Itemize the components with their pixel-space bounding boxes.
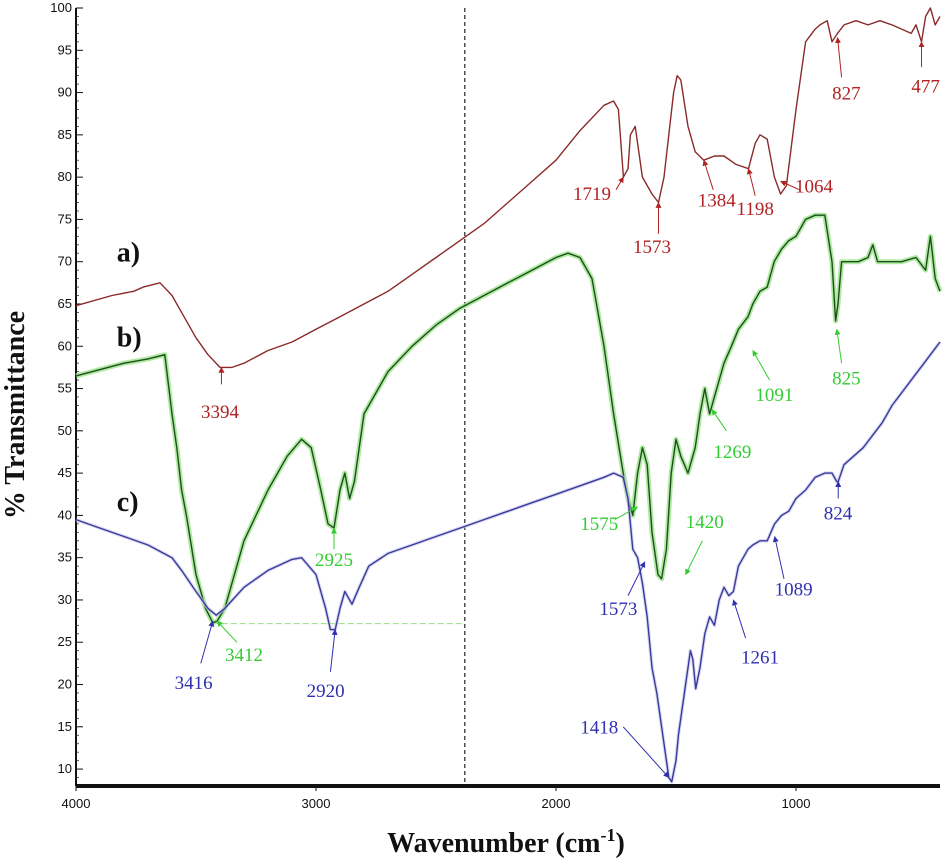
annotation-arrow-1384 bbox=[702, 159, 714, 190]
annotation-label-3416: 3416 bbox=[175, 673, 213, 694]
annotation-arrow-1418 bbox=[622, 726, 670, 778]
annotation-label-1261: 1261 bbox=[741, 647, 779, 668]
x-tick-label: 3000 bbox=[302, 796, 331, 811]
series-c-line bbox=[75, 341, 941, 783]
annotation-label-1089: 1089 bbox=[775, 580, 813, 601]
y-tick-label: 45 bbox=[58, 465, 72, 480]
annotation-arrow-825 bbox=[834, 328, 843, 364]
y-tick-label: 15 bbox=[58, 719, 72, 734]
annotation-label-1418: 1418 bbox=[580, 718, 618, 739]
annotation-arrow-1091 bbox=[752, 349, 771, 381]
annotation-arrow-3416 bbox=[200, 620, 215, 664]
y-tick-label: 30 bbox=[58, 592, 72, 607]
annotation-label-1575: 1575 bbox=[580, 514, 618, 535]
annotation-arrow-1573 bbox=[627, 561, 646, 596]
y-tick-label: 20 bbox=[58, 677, 72, 692]
y-tick-label: 55 bbox=[58, 381, 72, 396]
y-axis-ticks: 10 15 20 25 30 35 40 45 50 55 60 65 70 75 80 85 90 95 100 bbox=[50, 0, 83, 778]
plot-frame bbox=[75, 8, 940, 788]
x-axis-ticks: 4000 3000 2000 1000 bbox=[62, 786, 811, 811]
x-tick-label: 4000 bbox=[62, 796, 91, 811]
annotation-arrow-827 bbox=[835, 37, 843, 78]
y-tick-label: 65 bbox=[58, 296, 72, 311]
x-axis-title-end: ) bbox=[616, 828, 625, 859]
annotation-arrow-1575 bbox=[614, 506, 639, 521]
annotation-label-1269: 1269 bbox=[713, 442, 751, 463]
y-tick-label: 90 bbox=[58, 85, 72, 100]
annotation-label-2925: 2925 bbox=[315, 550, 353, 571]
x-tick-label: 1000 bbox=[782, 796, 811, 811]
x-tick-label: 2000 bbox=[542, 796, 571, 811]
annotation-label-1573: 1573 bbox=[633, 237, 671, 258]
y-tick-label: 50 bbox=[58, 423, 72, 438]
annotation-label-1573: 1573 bbox=[599, 599, 637, 620]
annotation-arrow-1064 bbox=[780, 180, 800, 191]
annotation-arrow-1198 bbox=[746, 168, 756, 196]
annotation-arrow-1719 bbox=[615, 176, 624, 191]
annotation-layer: 3394 1719 1573 1384 1198 1064 827 477 3412 2925 15… bbox=[175, 37, 940, 778]
annotation-label-3394: 3394 bbox=[201, 402, 240, 423]
panel-label: a) bbox=[117, 238, 140, 269]
y-tick-label: 85 bbox=[58, 127, 72, 142]
annotation-label-824: 824 bbox=[824, 504, 853, 525]
y-tick-label: 100 bbox=[50, 0, 72, 15]
series-layer bbox=[75, 7, 943, 784]
y-tick-label: 75 bbox=[58, 211, 72, 226]
annotation-label-2920: 2920 bbox=[307, 681, 345, 702]
panel-label: c) bbox=[117, 487, 139, 518]
y-axis-title: % Transmittance bbox=[0, 311, 31, 519]
y-tick-label: 25 bbox=[58, 634, 72, 649]
annotation-arrow-1089 bbox=[772, 535, 785, 579]
annotation-arrow-2920 bbox=[329, 628, 338, 672]
y-tick-label: 70 bbox=[58, 254, 72, 269]
annotation-label-1420: 1420 bbox=[686, 512, 724, 533]
x-axis-title-main: Wavenumber (cm bbox=[387, 828, 600, 859]
series-b-line bbox=[75, 214, 941, 624]
annotation-label-477: 477 bbox=[911, 77, 940, 98]
y-tick-label: 40 bbox=[58, 507, 72, 522]
series-a-line bbox=[75, 7, 941, 369]
annotation-arrow-1420 bbox=[685, 540, 703, 576]
annotation-label-827: 827 bbox=[832, 83, 861, 104]
annotation-label-3412: 3412 bbox=[225, 645, 263, 666]
y-tick-label: 95 bbox=[58, 42, 72, 57]
annotation-label-1064: 1064 bbox=[795, 176, 834, 197]
x-axis-title-sup: -1 bbox=[601, 825, 616, 845]
y-tick-label: 10 bbox=[58, 761, 72, 776]
x-axis-title: Wavenumber (cm-1) bbox=[387, 825, 625, 859]
y-tick-label: 35 bbox=[58, 550, 72, 565]
annotation-arrow-1269 bbox=[711, 409, 727, 432]
panel-label-layer: a) b) c) bbox=[117, 238, 142, 518]
annotation-label-1719: 1719 bbox=[573, 184, 611, 205]
annotation-arrow-3412 bbox=[216, 620, 238, 643]
y-tick-label: 80 bbox=[58, 169, 72, 184]
panel-label: b) bbox=[117, 322, 142, 353]
annotation-label-825: 825 bbox=[832, 368, 861, 389]
annotation-arrow-1261 bbox=[732, 599, 747, 639]
annotation-label-1198: 1198 bbox=[737, 199, 774, 220]
annotation-label-1091: 1091 bbox=[755, 385, 793, 406]
annotation-label-1384: 1384 bbox=[698, 191, 737, 212]
y-tick-label: 60 bbox=[58, 338, 72, 353]
